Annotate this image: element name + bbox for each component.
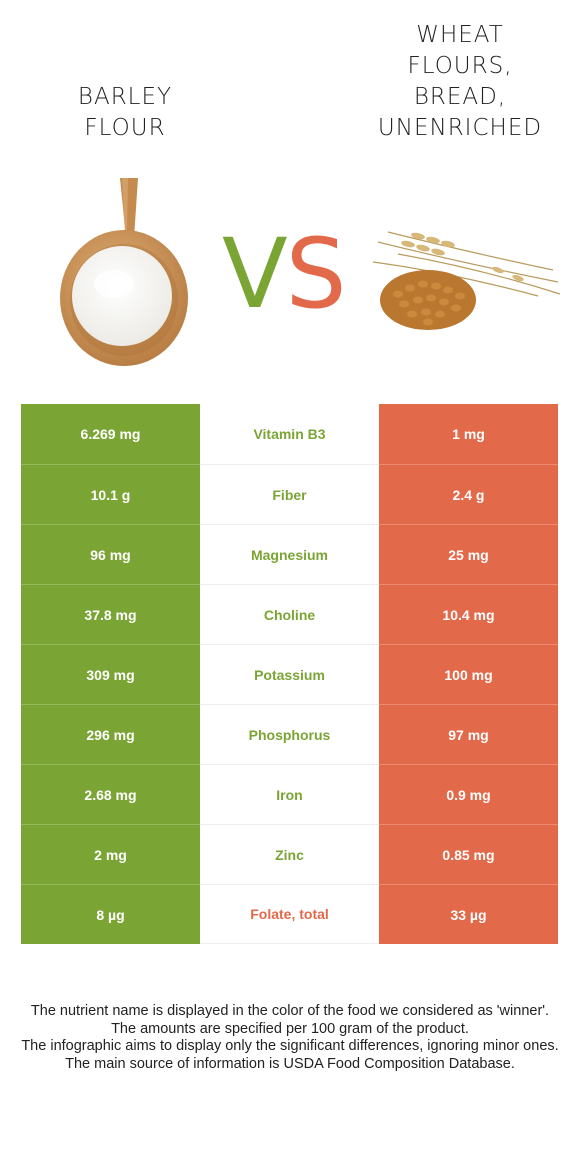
nutrient-name: Fiber	[200, 464, 379, 524]
table-row: 309 mg Potassium 100 mg	[21, 644, 558, 704]
nutrient-name: Vitamin B3	[200, 404, 379, 464]
footnote-data-source: The main source of information is USDA F…	[65, 1055, 515, 1072]
left-food-value: 2.68 mg	[21, 764, 200, 824]
right-food-value: 0.85 mg	[379, 824, 558, 884]
table-row: 6.269 mg Vitamin B3 1 mg	[21, 404, 558, 464]
left-food-value: 96 mg	[21, 524, 200, 584]
table-row: 2.68 mg Iron 0.9 mg	[21, 764, 558, 824]
nutrient-name: Folate, total	[200, 884, 379, 944]
right-food-value: 33 µg	[379, 884, 558, 944]
nutrient-comparison-table: 6.269 mg Vitamin B3 1 mg 10.1 g Fiber 2.4 g 96…	[21, 404, 558, 944]
nutrient-name: Choline	[200, 584, 379, 644]
left-food-value: 8 µg	[21, 884, 200, 944]
left-food-value: 2 mg	[21, 824, 200, 884]
table-row: 2 mg Zinc 0.85 mg	[21, 824, 558, 884]
versus-mark: VS	[222, 226, 347, 322]
table-row: 296 mg Phosphorus 97 mg	[21, 704, 558, 764]
nutrient-name: Magnesium	[200, 524, 379, 584]
versus-v: V	[222, 218, 288, 330]
right-food-value: 10.4 mg	[379, 584, 558, 644]
wooden-spoon-with-flour-icon	[60, 178, 188, 366]
left-food-value: 309 mg	[21, 644, 200, 704]
left-food-title: BARLEY FLOUR	[77, 84, 173, 141]
table-row: 8 µg Folate, total 33 µg	[21, 884, 558, 944]
footnote-significant-differences: The infographic aims to display only the…	[21, 1038, 559, 1054]
footnote-per-100g: The amounts are specified per 100 gram o…	[111, 1020, 469, 1037]
left-food-value: 296 mg	[21, 704, 200, 764]
nutrient-name: Phosphorus	[200, 704, 379, 764]
right-food-value: 100 mg	[379, 644, 558, 704]
nutrient-name: Potassium	[200, 644, 379, 704]
right-food-value: 0.9 mg	[379, 764, 558, 824]
right-food-value: 25 mg	[379, 524, 558, 584]
right-food-title: WHEAT FLOURS, BREAD, UNENRICHED	[377, 22, 543, 141]
left-food-value: 10.1 g	[21, 464, 200, 524]
right-food-value: 97 mg	[379, 704, 558, 764]
versus-s: S	[285, 218, 347, 330]
left-food-value: 6.269 mg	[21, 404, 200, 464]
table-row: 10.1 g Fiber 2.4 g	[21, 464, 558, 524]
left-food-value: 37.8 mg	[21, 584, 200, 644]
footnotes: The nutrient name is displayed in the co…	[18, 1003, 562, 1073]
footnote-winner-color: The nutrient name is displayed in the co…	[30, 1003, 550, 1019]
nutrient-name: Zinc	[200, 824, 379, 884]
right-food-value: 2.4 g	[379, 464, 558, 524]
right-food-value: 1 mg	[379, 404, 558, 464]
table-row: 96 mg Magnesium 25 mg	[21, 524, 558, 584]
table-row: 37.8 mg Choline 10.4 mg	[21, 584, 558, 644]
nutrient-name: Iron	[200, 764, 379, 824]
wheat-grains-and-ears-icon	[372, 231, 561, 330]
